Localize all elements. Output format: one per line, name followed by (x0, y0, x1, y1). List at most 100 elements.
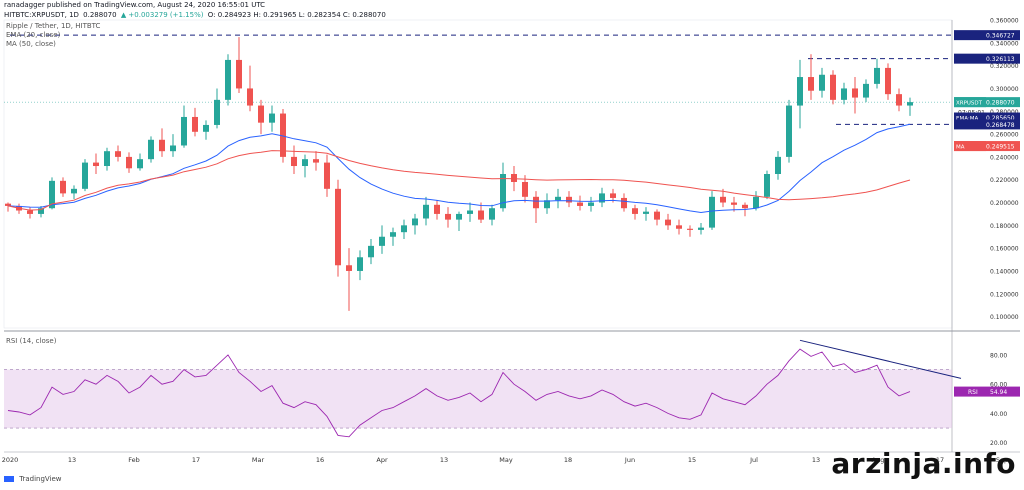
candle-body (698, 227, 704, 230)
price-tick-label: 0.200000 (990, 200, 1019, 207)
candle-body (709, 196, 715, 228)
candle-body (38, 208, 44, 214)
candle-body (170, 145, 176, 152)
candle-body (764, 174, 770, 197)
price-axis-tag-text: EMA:MA (956, 116, 978, 122)
candle-body (225, 59, 231, 100)
candle-body (214, 99, 220, 125)
price-tick-label: 0.160000 (990, 246, 1019, 253)
time-tick-label: Sep (996, 456, 1008, 464)
candle-body (599, 193, 605, 203)
candle-body (5, 203, 11, 206)
candle-body (423, 204, 429, 219)
price-tick-label: 0.180000 (990, 223, 1019, 230)
candle-body (588, 202, 594, 206)
candle-body (841, 88, 847, 100)
candle-body (434, 204, 440, 214)
time-tick-label: Feb (128, 456, 140, 464)
candle-body (500, 174, 506, 209)
time-tick-label: 18 (564, 456, 572, 464)
candle-body (720, 196, 726, 203)
price-axis-label (954, 119, 1020, 130)
candle-body (203, 124, 209, 132)
rsi-axis-tag-text: RSI (968, 389, 978, 396)
site-watermark: arzinja.info (831, 447, 1016, 480)
candle-body (742, 204, 748, 209)
candle-body (302, 159, 308, 167)
rsi-legend: RSI (14, close) (6, 337, 57, 345)
price-tick-label: 0.140000 (990, 268, 1019, 275)
price-axis-tag (954, 141, 986, 152)
time-tick-label: 17 (192, 456, 200, 464)
candle-body (247, 88, 253, 106)
price-tick-label: 0.120000 (990, 291, 1019, 298)
time-tick-label: Apr (376, 456, 388, 464)
candle-body (665, 219, 671, 226)
price-tick-label: 0.340000 (990, 40, 1019, 47)
ohlc-values: O: 0.284923 H: 0.291965 L: 0.282354 C: 0… (207, 11, 386, 19)
price-axis-label-value: 0.326113 (986, 56, 1015, 63)
candle-body (280, 113, 286, 157)
price-axis-tag (954, 97, 986, 108)
candle-body (555, 196, 561, 201)
rsi-tick-label: 20.00 (990, 440, 1007, 447)
candle-body (533, 196, 539, 209)
candle-body (346, 265, 352, 271)
candle-body (775, 156, 781, 174)
candle-body (676, 225, 682, 229)
candle-body (797, 77, 803, 106)
price-axis-label-value: 0.268478 (986, 122, 1015, 129)
candle-body (863, 83, 869, 98)
candle-body (357, 257, 363, 271)
candle-body (907, 102, 913, 106)
candle-body (511, 174, 517, 182)
candle-body (71, 188, 77, 194)
price-tick-label: 0.320000 (990, 63, 1019, 70)
price-axis-label-value: 0.346727 (986, 33, 1015, 40)
candle-body (93, 162, 99, 167)
candle-body (27, 210, 33, 214)
time-tick-label: 13 (440, 456, 448, 464)
price-tick-label: 0.280000 (990, 109, 1019, 116)
ma-legend: MA (50, close) (6, 40, 56, 48)
price-axis-label-value: 0.288070 (986, 100, 1015, 107)
candle-body (654, 211, 660, 220)
chart-title: Ripple / Tether, 1D, HITBTC (6, 22, 101, 30)
candle-body (379, 236, 385, 246)
rsi-axis-label (954, 386, 1020, 397)
candle-body (60, 180, 66, 194)
candle-body (786, 105, 792, 157)
candle-body (687, 228, 693, 230)
price-axis-label (954, 97, 1020, 108)
ma-line (7, 150, 911, 211)
candle-body (819, 74, 825, 91)
tradingview-brand: TradingView (19, 475, 62, 483)
price-tick-label: 0.240000 (990, 154, 1019, 161)
price-tick-label: 0.100000 (990, 314, 1019, 321)
candle-body (291, 156, 297, 167)
candle-body (808, 77, 814, 91)
price-axis-label (954, 141, 1020, 152)
candle-body (522, 181, 528, 197)
candle-body (566, 196, 572, 203)
candle-body (148, 139, 154, 160)
time-tick-label: Aug (872, 456, 885, 464)
rsi-tick-label: 40.00 (990, 411, 1007, 418)
rsi-axis-label-value: 54.94 (990, 389, 1007, 396)
candle-body (390, 232, 396, 237)
candle-body (885, 67, 891, 95)
tradingview-logo: TradingView (4, 475, 62, 483)
candle-body (478, 210, 484, 220)
candle-body (852, 88, 858, 98)
price-axis-tag-text: MA (956, 145, 965, 151)
candle-body (753, 196, 759, 209)
rsi-line (7, 348, 911, 438)
candle-body (368, 245, 374, 258)
time-tick-label: 16 (316, 456, 324, 464)
candle-body (159, 139, 165, 152)
candle-body (632, 208, 638, 214)
tradingview-logo-icon (4, 476, 14, 482)
candle-body (621, 197, 627, 209)
ema-legend: EMA (20, close) (6, 31, 61, 39)
